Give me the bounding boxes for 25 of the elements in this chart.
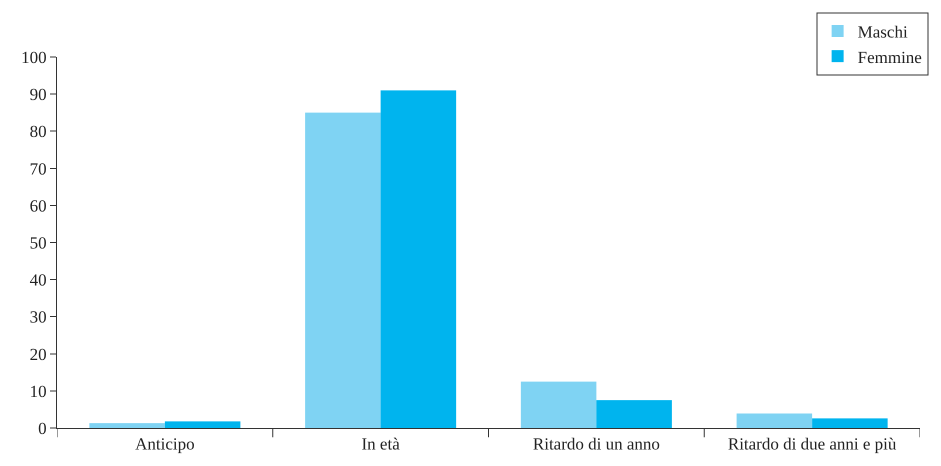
legend-label: Femmine bbox=[858, 48, 922, 67]
bar bbox=[305, 112, 381, 428]
bar bbox=[164, 421, 240, 428]
x-tick-label: Ritardo di un anno bbox=[532, 434, 660, 454]
x-tick-label: In età bbox=[362, 434, 400, 454]
bar bbox=[89, 423, 165, 428]
y-tick-label: 30 bbox=[30, 308, 47, 327]
y-tick-label: 20 bbox=[30, 344, 47, 364]
bar bbox=[736, 414, 812, 428]
bar bbox=[380, 90, 456, 428]
x-tick-label: Ritardo di due anni e più bbox=[728, 434, 897, 454]
y-tick-label: 40 bbox=[30, 270, 47, 290]
bar bbox=[520, 382, 596, 428]
y-tick-label: 90 bbox=[30, 85, 47, 104]
y-tick-label: 70 bbox=[30, 159, 47, 178]
bar bbox=[596, 400, 672, 428]
y-tick-label: 80 bbox=[30, 122, 47, 142]
legend-label: Maschi bbox=[858, 22, 908, 42]
y-tick-label: 100 bbox=[21, 48, 47, 67]
bar bbox=[812, 418, 888, 428]
y-tick-label: 0 bbox=[38, 418, 47, 438]
y-tick-label: 10 bbox=[30, 382, 47, 401]
x-tick-label: Anticipo bbox=[135, 434, 195, 454]
y-tick-label: 50 bbox=[30, 233, 47, 252]
y-tick-label: 60 bbox=[30, 196, 47, 216]
